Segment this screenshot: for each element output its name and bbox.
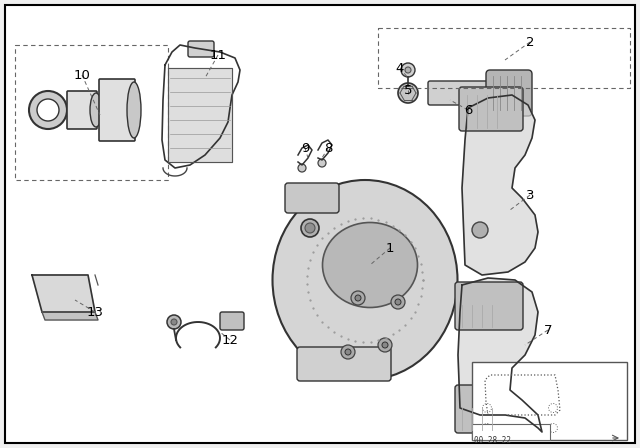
Circle shape [391,295,405,309]
Bar [472,424,550,440]
Polygon shape [168,68,232,162]
FancyBboxPatch shape [428,81,492,105]
Bar [472,362,627,440]
Circle shape [378,338,392,352]
FancyBboxPatch shape [99,79,135,141]
Circle shape [395,299,401,305]
Circle shape [405,67,411,73]
Ellipse shape [90,93,102,127]
Text: 5: 5 [404,83,412,96]
Circle shape [401,63,415,77]
Ellipse shape [37,99,59,121]
FancyBboxPatch shape [455,282,523,330]
FancyBboxPatch shape [455,385,523,433]
FancyBboxPatch shape [285,183,339,213]
Ellipse shape [323,223,417,307]
Circle shape [341,345,355,359]
FancyBboxPatch shape [67,91,97,129]
Text: 4: 4 [396,61,404,74]
Text: 2: 2 [525,35,534,48]
Circle shape [298,164,306,172]
Ellipse shape [127,82,141,138]
FancyBboxPatch shape [486,70,532,116]
Text: 13: 13 [86,306,104,319]
Ellipse shape [29,91,67,129]
Text: 00 28 22: 00 28 22 [474,435,511,444]
Circle shape [171,319,177,325]
Circle shape [351,291,365,305]
Text: 11: 11 [209,48,227,61]
Polygon shape [462,95,538,275]
Circle shape [355,295,361,301]
Circle shape [345,349,351,355]
FancyBboxPatch shape [459,87,523,131]
Circle shape [382,342,388,348]
Circle shape [167,315,181,329]
Circle shape [472,222,488,238]
FancyBboxPatch shape [297,347,391,381]
Ellipse shape [398,83,418,103]
FancyBboxPatch shape [188,41,214,57]
Text: 3: 3 [525,189,534,202]
Polygon shape [42,312,98,320]
Text: 10: 10 [74,69,90,82]
Circle shape [301,219,319,237]
Polygon shape [32,275,95,312]
Text: 8: 8 [324,142,332,155]
FancyBboxPatch shape [220,312,244,330]
Text: 12: 12 [221,333,239,346]
Text: 7: 7 [544,323,552,336]
Ellipse shape [273,180,458,380]
Text: 6: 6 [464,103,472,116]
Text: 9: 9 [301,142,309,155]
Circle shape [318,159,326,167]
Text: 1: 1 [386,241,394,254]
Circle shape [305,223,315,233]
Polygon shape [458,278,542,432]
